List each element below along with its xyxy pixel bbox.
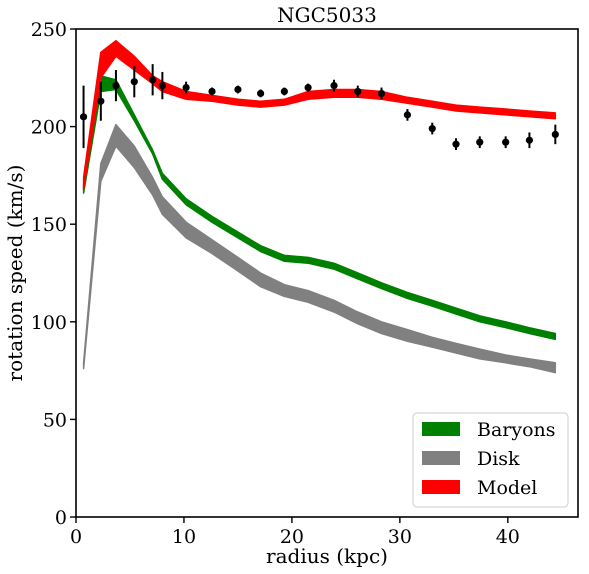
legend-label-baryons: Baryons bbox=[477, 419, 556, 441]
data-point bbox=[97, 97, 105, 105]
data-point bbox=[208, 87, 216, 96]
data-point bbox=[525, 136, 534, 144]
data-point bbox=[428, 124, 436, 133]
y-tick-label: 200 bbox=[31, 117, 67, 139]
data-point bbox=[130, 78, 138, 86]
y-tick-label: 150 bbox=[31, 214, 67, 236]
data-point bbox=[354, 87, 362, 96]
data-point bbox=[149, 76, 157, 84]
data-point bbox=[112, 82, 120, 90]
band-model bbox=[82, 39, 557, 190]
x-tick-label: 10 bbox=[172, 526, 196, 548]
y-tick-label: 250 bbox=[31, 19, 67, 41]
chart-title: NGC5033 bbox=[277, 3, 377, 27]
y-axis-ticks: 0 50 100 150 200 250 bbox=[31, 19, 76, 529]
y-tick-label: 50 bbox=[43, 409, 67, 431]
data-point bbox=[476, 138, 484, 146]
y-tick-label: 0 bbox=[55, 507, 67, 529]
legend-label-model: Model bbox=[477, 477, 537, 499]
data-point bbox=[280, 87, 288, 96]
data-point bbox=[182, 83, 190, 92]
band-disk bbox=[82, 123, 557, 374]
data-points bbox=[79, 64, 559, 151]
x-tick-label: 40 bbox=[496, 526, 520, 548]
legend-label-disk: Disk bbox=[477, 448, 520, 470]
data-point bbox=[330, 82, 338, 90]
legend: Baryons Disk Model bbox=[412, 412, 569, 508]
data-point bbox=[79, 113, 88, 121]
y-tick-label: 100 bbox=[31, 312, 67, 334]
x-tick-label: 20 bbox=[280, 526, 304, 548]
x-axis-label: radius (kpc) bbox=[266, 544, 388, 568]
data-point bbox=[502, 138, 510, 146]
data-point bbox=[257, 89, 265, 98]
x-axis-ticks: 0 10 20 30 40 bbox=[70, 517, 520, 548]
data-point bbox=[551, 130, 559, 139]
x-tick-label: 0 bbox=[70, 526, 82, 548]
data-point bbox=[403, 111, 412, 119]
plot-frame bbox=[75, 28, 579, 518]
band-baryons bbox=[82, 75, 557, 341]
x-tick-label: 30 bbox=[388, 526, 412, 548]
data-point bbox=[377, 89, 386, 98]
legend-swatch-model bbox=[422, 480, 460, 494]
data-point bbox=[158, 82, 166, 90]
legend-swatch-disk bbox=[422, 451, 460, 465]
y-axis-label: rotation speed (km/s) bbox=[3, 165, 27, 382]
legend-swatch-baryons bbox=[422, 422, 460, 436]
data-point bbox=[452, 140, 460, 148]
series-bands bbox=[82, 39, 557, 374]
data-point bbox=[304, 83, 312, 92]
data-point bbox=[234, 85, 242, 94]
